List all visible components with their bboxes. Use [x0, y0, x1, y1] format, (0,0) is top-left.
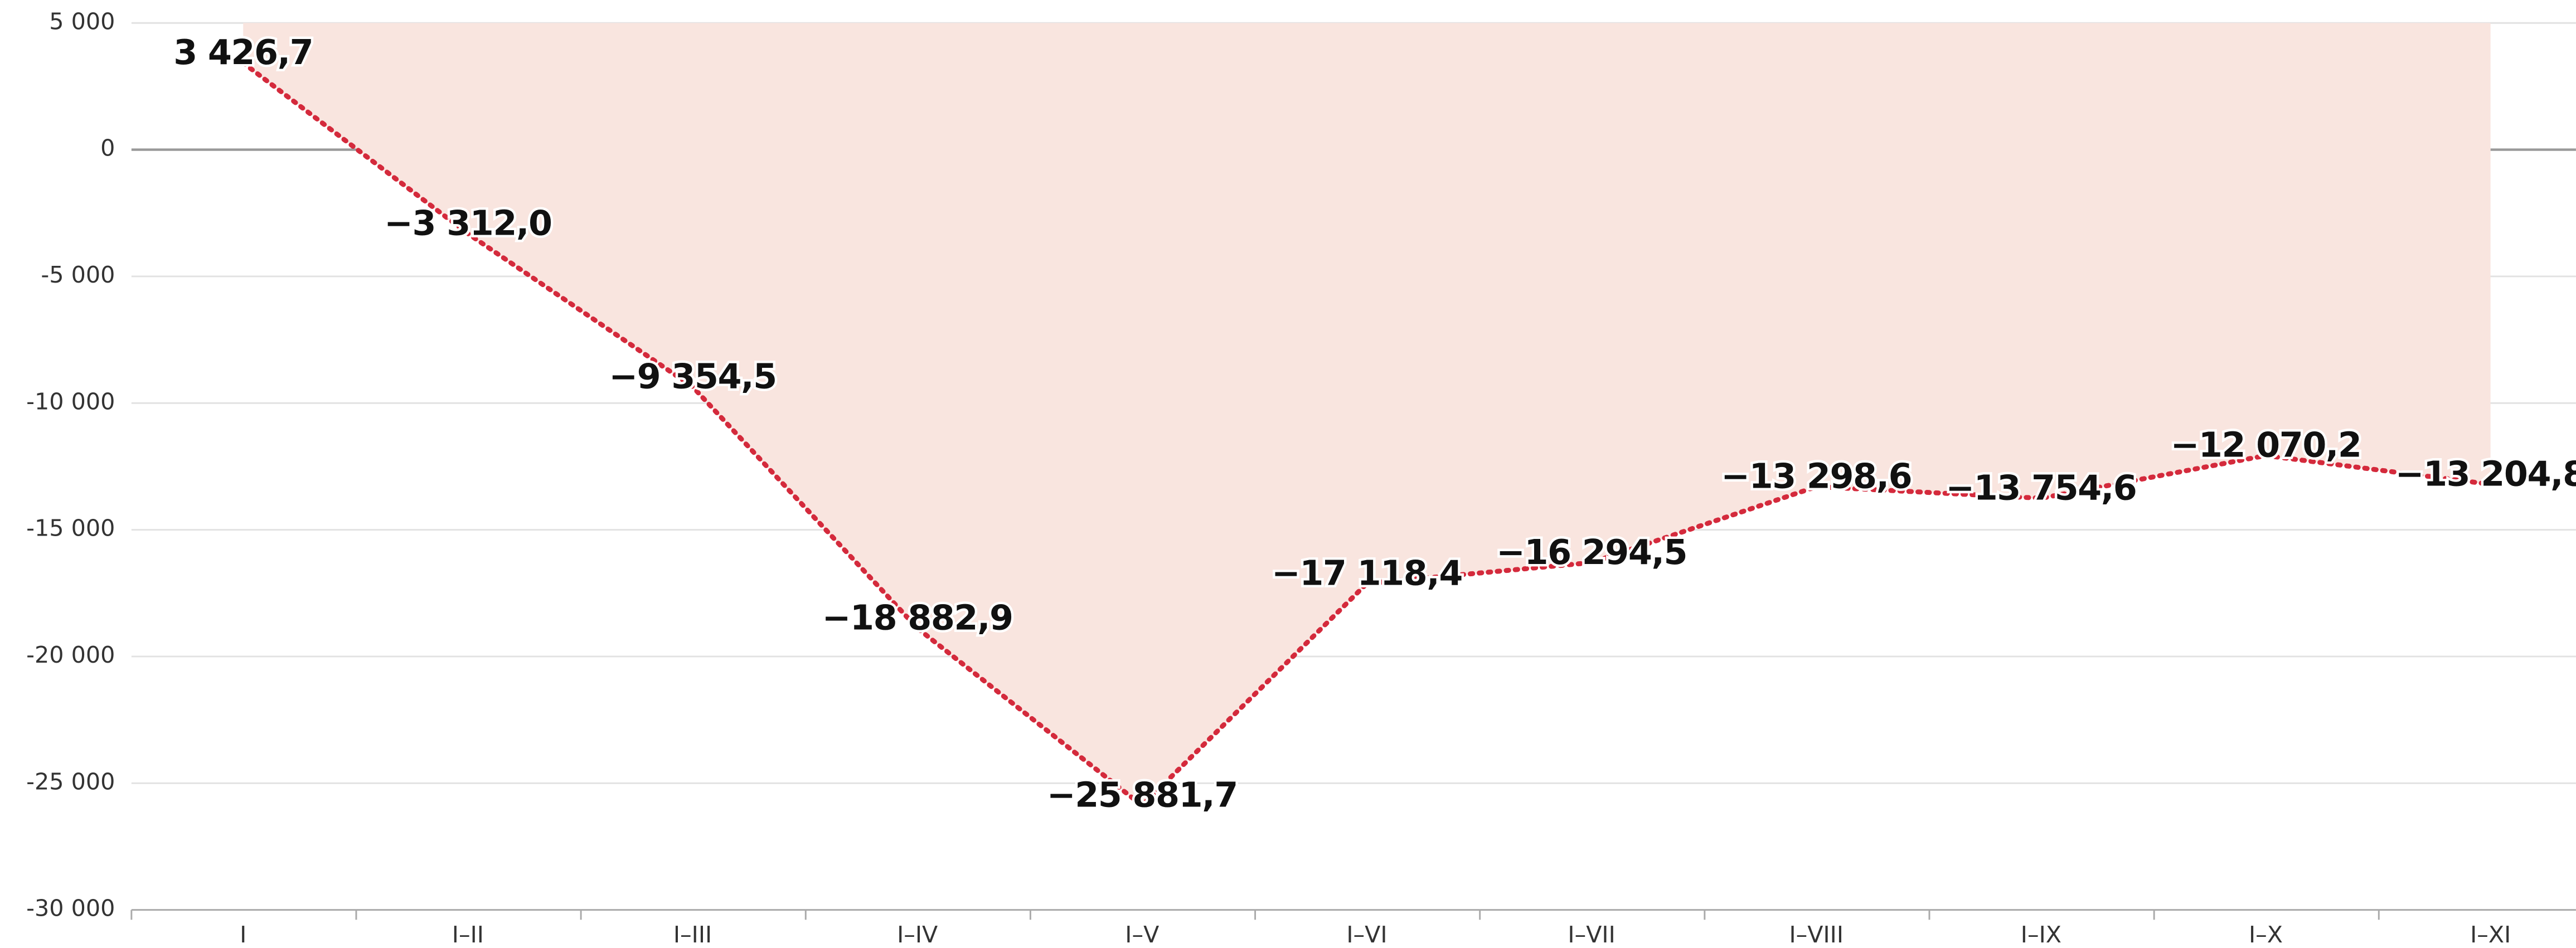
x-tick-label: I–IV — [897, 921, 938, 948]
y-tick-label: -20 000 — [26, 641, 115, 668]
y-tick-label: -30 000 — [26, 895, 115, 922]
y-tick-label: -10 000 — [26, 388, 115, 415]
y-tick-label: 5 000 — [49, 8, 115, 35]
data-label: −13 204,8 — [2395, 454, 2576, 494]
y-tick-label: -5 000 — [41, 261, 115, 288]
x-tick-label: I–III — [673, 921, 712, 948]
x-tick-label: I–V — [1125, 921, 1159, 948]
x-tick-label: I–X — [2249, 921, 2283, 948]
data-label: −9 354,5 — [609, 356, 776, 396]
x-tick-label: I–IX — [2021, 921, 2061, 948]
y-tick-label: -25 000 — [26, 768, 115, 795]
data-label: −13 298,6 — [1721, 456, 1912, 497]
area — [243, 23, 2491, 806]
data-label: −17 118,4 — [1272, 553, 1462, 593]
data-label: −13 754,6 — [1946, 468, 2136, 508]
data-label: 3 426,7 — [173, 32, 313, 72]
x-tick-label: I–XI — [2470, 921, 2511, 948]
data-label: −18 882,9 — [822, 598, 1013, 638]
x-tick-label: I–VIII — [1789, 921, 1844, 948]
data-label: −25 881,7 — [1047, 775, 1238, 815]
data-label: −16 294,5 — [1496, 532, 1687, 572]
x-tick-label: I–II — [452, 921, 484, 948]
x-tick-label: I — [240, 921, 246, 948]
y-tick-label: -15 000 — [26, 515, 115, 542]
data-label: −12 070,2 — [2171, 425, 2361, 465]
line — [240, 60, 2493, 809]
data-label: −3 312,0 — [384, 203, 551, 244]
x-tick-label: I–VI — [1346, 921, 1387, 948]
y-tick-label: 0 — [100, 135, 115, 162]
x-tick-label: I–VII — [1568, 921, 1615, 948]
